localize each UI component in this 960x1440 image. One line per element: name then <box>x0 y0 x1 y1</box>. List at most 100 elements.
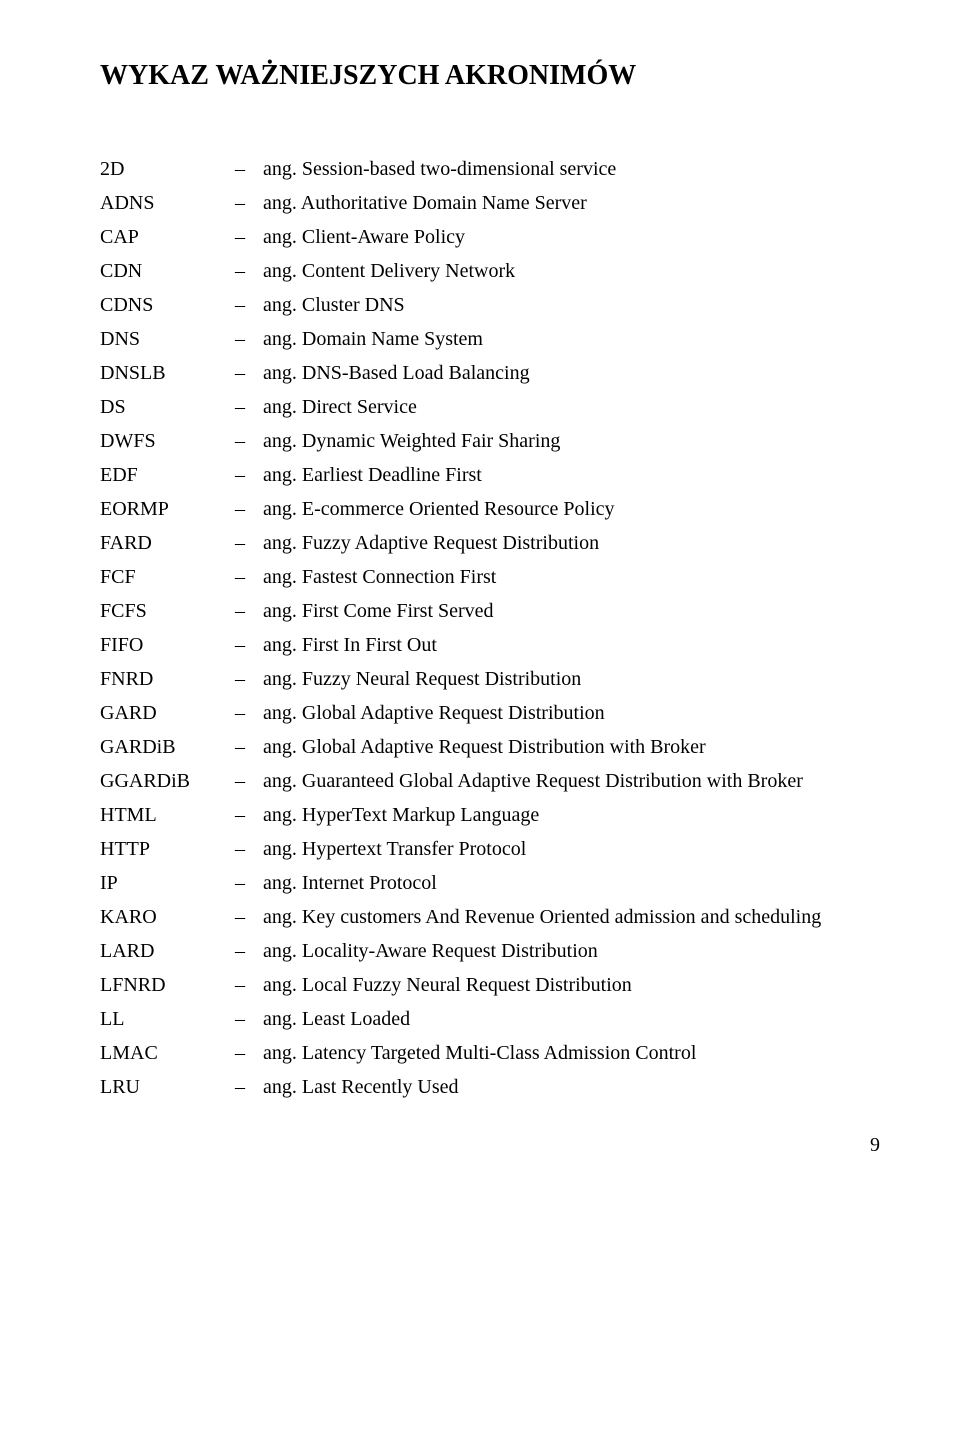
acronym-key: IP <box>100 866 235 900</box>
acronym-key: 2D <box>100 152 235 186</box>
page-number: 9 <box>100 1134 880 1157</box>
acronym-definition: ang. HyperText Markup Language <box>263 798 880 832</box>
acronym-definition: ang. Local Fuzzy Neural Request Distribu… <box>263 968 880 1002</box>
dash-separator: – <box>235 424 263 458</box>
acronym-key: LARD <box>100 934 235 968</box>
acronym-row: FARD–ang. Fuzzy Adaptive Request Distrib… <box>100 526 880 560</box>
acronym-row: FIFO–ang. First In First Out <box>100 628 880 662</box>
acronym-row: GARD–ang. Global Adaptive Request Distri… <box>100 696 880 730</box>
acronym-row: LL–ang. Least Loaded <box>100 1002 880 1036</box>
acronym-definition: ang. Fuzzy Adaptive Request Distribution <box>263 526 880 560</box>
acronym-key: CDN <box>100 254 235 288</box>
dash-separator: – <box>235 662 263 696</box>
acronym-definition: ang. Direct Service <box>263 390 880 424</box>
acronym-definition: ang. Locality-Aware Request Distribution <box>263 934 880 968</box>
acronym-key: GARDiB <box>100 730 235 764</box>
dash-separator: – <box>235 730 263 764</box>
acronym-definition: ang. Content Delivery Network <box>263 254 880 288</box>
acronym-definition: ang. Fastest Connection First <box>263 560 880 594</box>
acronym-key: FCFS <box>100 594 235 628</box>
acronym-key: LL <box>100 1002 235 1036</box>
acronym-key: KARO <box>100 900 235 934</box>
acronym-definition: ang. Latency Targeted Multi-Class Admiss… <box>263 1036 880 1070</box>
acronym-definition: ang. Last Recently Used <box>263 1070 880 1104</box>
acronym-definition: ang. First Come First Served <box>263 594 880 628</box>
dash-separator: – <box>235 186 263 220</box>
acronym-definition: ang. Dynamic Weighted Fair Sharing <box>263 424 880 458</box>
acronym-row: DWFS–ang. Dynamic Weighted Fair Sharing <box>100 424 880 458</box>
acronym-row: FCFS–ang. First Come First Served <box>100 594 880 628</box>
acronym-row: HTTP–ang. Hypertext Transfer Protocol <box>100 832 880 866</box>
acronym-row: EDF–ang. Earliest Deadline First <box>100 458 880 492</box>
acronym-definition: ang. Domain Name System <box>263 322 880 356</box>
acronym-row: CDNS–ang. Cluster DNS <box>100 288 880 322</box>
acronym-key: EDF <box>100 458 235 492</box>
acronym-key: ADNS <box>100 186 235 220</box>
acronym-row: EORMP–ang. E-commerce Oriented Resource … <box>100 492 880 526</box>
dash-separator: – <box>235 254 263 288</box>
dash-separator: – <box>235 628 263 662</box>
dash-separator: – <box>235 492 263 526</box>
dash-separator: – <box>235 1036 263 1070</box>
acronym-definition: ang. Hypertext Transfer Protocol <box>263 832 880 866</box>
acronym-key: LRU <box>100 1070 235 1104</box>
acronym-row: DNSLB–ang. DNS-Based Load Balancing <box>100 356 880 390</box>
acronym-row: HTML–ang. HyperText Markup Language <box>100 798 880 832</box>
acronym-row: KARO–ang. Key customers And Revenue Orie… <box>100 900 880 934</box>
acronym-key: DNSLB <box>100 356 235 390</box>
dash-separator: – <box>235 594 263 628</box>
acronym-definition: ang. Global Adaptive Request Distributio… <box>263 730 880 764</box>
acronym-row: CDN–ang. Content Delivery Network <box>100 254 880 288</box>
acronym-definition: ang. Earliest Deadline First <box>263 458 880 492</box>
acronym-key: CDNS <box>100 288 235 322</box>
dash-separator: – <box>235 356 263 390</box>
dash-separator: – <box>235 322 263 356</box>
acronym-key: FCF <box>100 560 235 594</box>
acronym-key: HTTP <box>100 832 235 866</box>
acronym-list: 2D–ang. Session-based two-dimensional se… <box>100 152 880 1104</box>
acronym-row: LARD–ang. Locality-Aware Request Distrib… <box>100 934 880 968</box>
dash-separator: – <box>235 832 263 866</box>
acronym-row: FNRD–ang. Fuzzy Neural Request Distribut… <box>100 662 880 696</box>
acronym-key: DS <box>100 390 235 424</box>
acronym-definition: ang. Session-based two-dimensional servi… <box>263 152 880 186</box>
acronym-definition: ang. Fuzzy Neural Request Distribution <box>263 662 880 696</box>
acronym-key: LMAC <box>100 1036 235 1070</box>
dash-separator: – <box>235 934 263 968</box>
dash-separator: – <box>235 1002 263 1036</box>
acronym-key: CAP <box>100 220 235 254</box>
dash-separator: – <box>235 288 263 322</box>
acronym-key: DNS <box>100 322 235 356</box>
acronym-definition: ang. First In First Out <box>263 628 880 662</box>
acronym-row: 2D–ang. Session-based two-dimensional se… <box>100 152 880 186</box>
acronym-definition: ang. Cluster DNS <box>263 288 880 322</box>
acronym-key: LFNRD <box>100 968 235 1002</box>
acronym-row: GARDiB–ang. Global Adaptive Request Dist… <box>100 730 880 764</box>
dash-separator: – <box>235 458 263 492</box>
dash-separator: – <box>235 696 263 730</box>
acronym-row: LMAC–ang. Latency Targeted Multi-Class A… <box>100 1036 880 1070</box>
acronym-key: GGARDiB <box>100 764 235 798</box>
acronym-row: IP–ang. Internet Protocol <box>100 866 880 900</box>
dash-separator: – <box>235 220 263 254</box>
acronym-definition: ang. E-commerce Oriented Resource Policy <box>263 492 880 526</box>
acronym-definition: ang. Client-Aware Policy <box>263 220 880 254</box>
acronym-definition: ang. DNS-Based Load Balancing <box>263 356 880 390</box>
acronym-definition: ang. Internet Protocol <box>263 866 880 900</box>
dash-separator: – <box>235 560 263 594</box>
dash-separator: – <box>235 152 263 186</box>
dash-separator: – <box>235 866 263 900</box>
page-title: WYKAZ WAŻNIEJSZYCH AKRONIMÓW <box>100 60 880 92</box>
acronym-row: DNS–ang. Domain Name System <box>100 322 880 356</box>
acronym-row: GGARDiB–ang. Guaranteed Global Adaptive … <box>100 764 880 798</box>
acronym-key: HTML <box>100 798 235 832</box>
dash-separator: – <box>235 764 263 798</box>
acronym-row: FCF–ang. Fastest Connection First <box>100 560 880 594</box>
dash-separator: – <box>235 390 263 424</box>
acronym-definition: ang. Global Adaptive Request Distributio… <box>263 696 880 730</box>
dash-separator: – <box>235 900 263 934</box>
acronym-row: ADNS–ang. Authoritative Domain Name Serv… <box>100 186 880 220</box>
dash-separator: – <box>235 968 263 1002</box>
acronym-row: LFNRD–ang. Local Fuzzy Neural Request Di… <box>100 968 880 1002</box>
acronym-row: DS–ang. Direct Service <box>100 390 880 424</box>
